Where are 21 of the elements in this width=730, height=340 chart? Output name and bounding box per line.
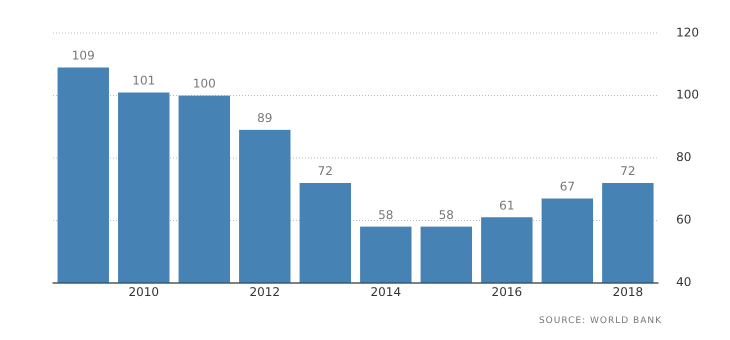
data-label: 58	[378, 208, 394, 222]
data-label: 61	[499, 198, 514, 212]
data-label: 72	[318, 164, 333, 178]
data-label: 58	[438, 208, 454, 222]
y-tick-label: 100	[676, 88, 699, 102]
data-label: 89	[257, 111, 272, 126]
x-tick-label: 2014	[370, 285, 402, 300]
x-tick-label: 2018	[612, 285, 644, 300]
data-label: 100	[192, 76, 216, 91]
data-label: 101	[132, 74, 156, 88]
x-tick-label: 2016	[492, 285, 522, 300]
y-tick-label: 60	[676, 212, 692, 227]
y-tick-label: 80	[676, 150, 692, 164]
source-note: SOURCE: WORLD BANK	[538, 316, 663, 326]
data-label: 67	[560, 180, 575, 194]
y-tick-label: 120	[676, 25, 699, 40]
x-tick-label: 2012	[250, 285, 280, 300]
x-tick-label: 2010	[128, 285, 160, 300]
y-tick-label: 40	[676, 274, 692, 289]
data-label: 109	[72, 48, 95, 63]
data-label: 72	[620, 164, 636, 178]
